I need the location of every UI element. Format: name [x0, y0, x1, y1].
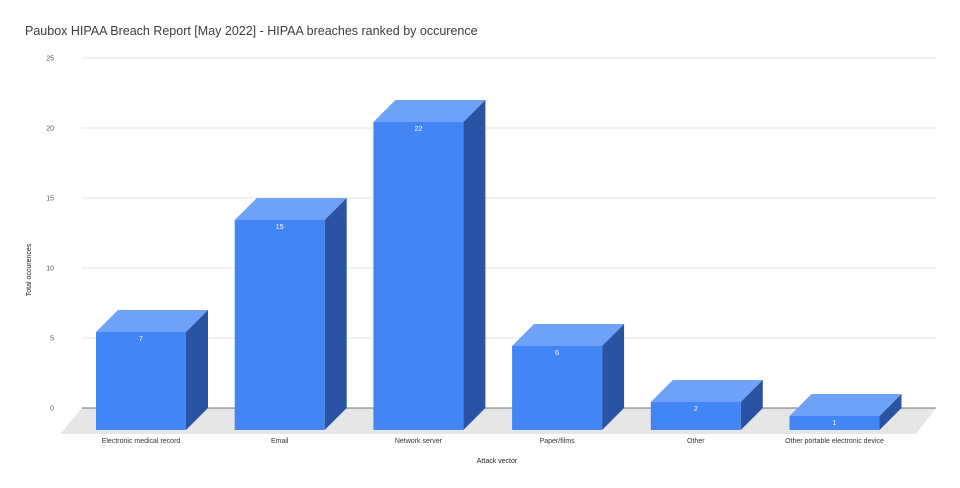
bar-top-face	[650, 380, 763, 402]
bar: 2	[650, 380, 763, 430]
x-category-label: Network server	[395, 438, 443, 445]
bar-side-face	[602, 324, 625, 430]
y-axis-title: Total occurences	[26, 243, 33, 296]
bar-top-face	[96, 310, 208, 332]
x-category-label: Paper/films	[540, 438, 576, 445]
y-tick-label: 20	[46, 126, 54, 133]
x-category-label: Other portable electronic device	[785, 438, 884, 445]
bar-front-face	[234, 220, 325, 430]
bar-front-face	[512, 346, 603, 430]
x-category-label: Email	[271, 438, 289, 445]
bar: 6	[512, 324, 625, 430]
bar: 15	[234, 198, 347, 430]
chart-title: Paubox HIPAA Breach Report [May 2022] - …	[25, 24, 478, 38]
bar-side-face	[463, 100, 486, 430]
bar-top-face	[234, 198, 347, 220]
bar-value-label: 1	[833, 420, 837, 427]
bar-side-face	[324, 198, 347, 430]
gridlines	[82, 57, 936, 409]
bar: 1	[789, 394, 902, 430]
bar-value-label: 6	[555, 350, 559, 357]
bar: 22	[373, 100, 486, 430]
bars: 7 15 22 6 2 1	[96, 100, 902, 430]
bar-front-face	[650, 402, 741, 430]
bar-top-face	[789, 394, 902, 416]
y-tick-label: 10	[46, 266, 54, 273]
y-tick-label: 25	[46, 56, 54, 63]
bar-side-face	[740, 380, 763, 430]
y-tick-label: 0	[50, 406, 54, 413]
bar-value-label: 22	[415, 126, 423, 133]
y-tick-label: 5	[50, 336, 54, 343]
x-axis-categories: Electronic medical record Email Network se…	[102, 438, 884, 445]
bar-top-face	[512, 324, 625, 346]
bar-top-face	[373, 100, 486, 122]
y-tick-label: 15	[46, 196, 54, 203]
bar-value-label: 15	[276, 224, 284, 231]
x-category-label: Electronic medical record	[102, 438, 181, 445]
bar-front-face	[789, 416, 880, 430]
bar-side-face	[186, 310, 208, 430]
x-category-label: Other	[687, 438, 705, 445]
x-axis-title: Attack vector	[477, 458, 518, 465]
bar: 7	[96, 310, 208, 430]
bar-value-label: 2	[694, 406, 698, 413]
bar-value-label: 7	[139, 336, 143, 343]
bar-side-face	[879, 394, 902, 430]
bar-front-face	[373, 122, 464, 430]
y-axis-ticks: 0 5 10 15 20 25	[46, 56, 54, 413]
bar-front-face	[96, 332, 186, 430]
